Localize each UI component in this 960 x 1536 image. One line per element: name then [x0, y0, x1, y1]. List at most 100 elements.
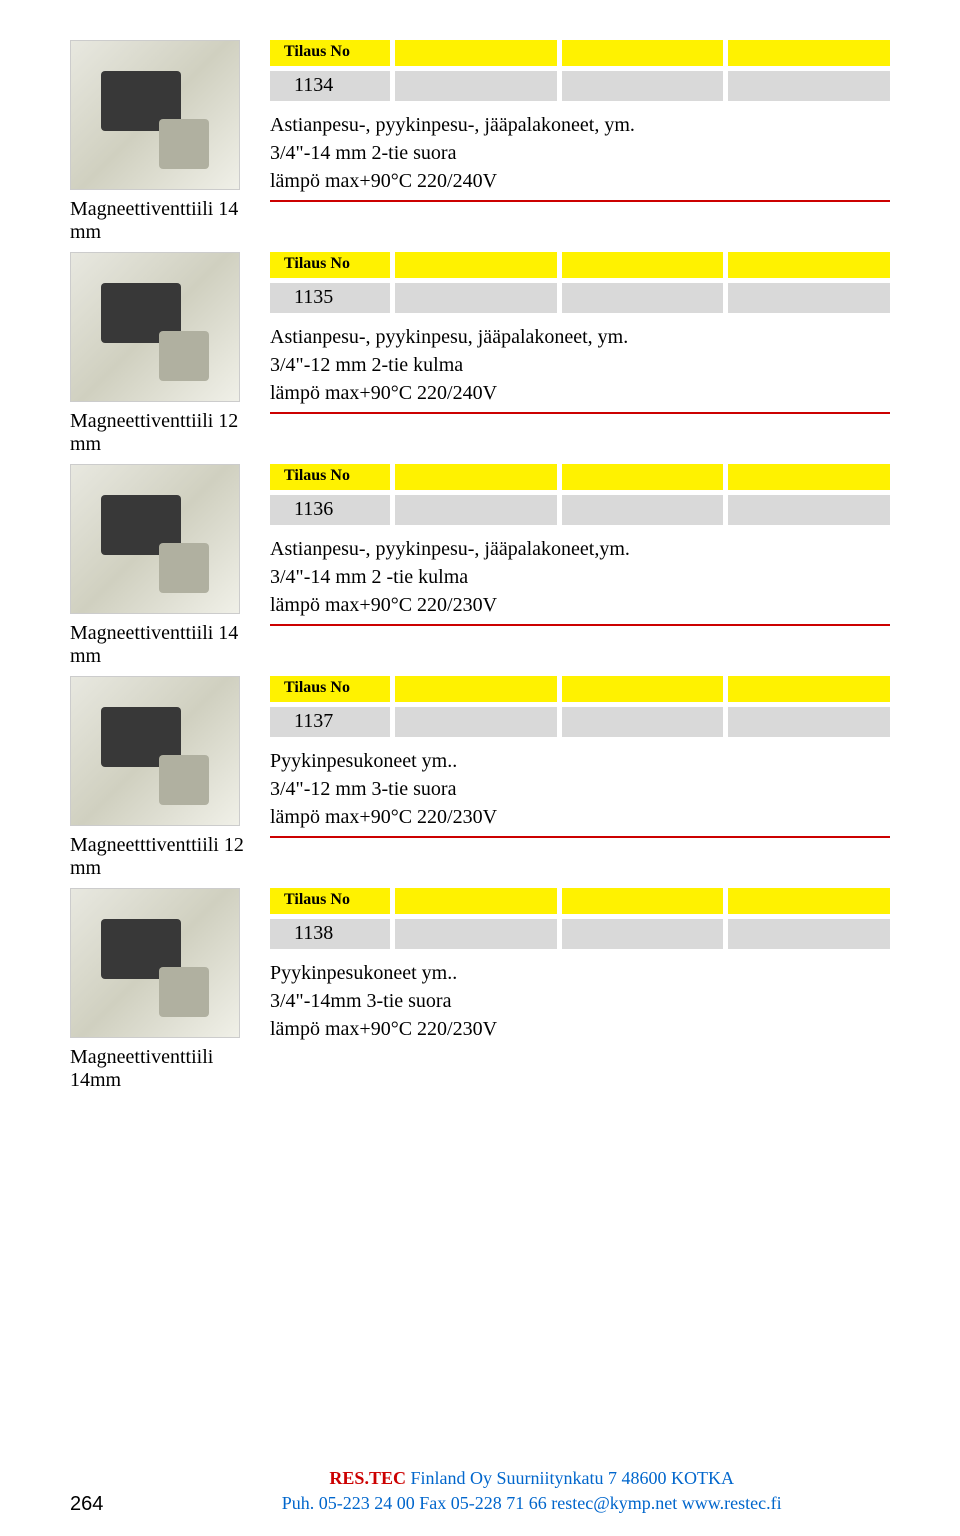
- product-image-column: Magneettiventtiili 14mm: [70, 888, 250, 1092]
- address-line1: Finland Oy Suurniitynkatu 7 48600 KOTKA: [406, 1468, 734, 1488]
- blank-cell: [728, 495, 890, 525]
- tilaus-header: Tilaus No: [270, 252, 390, 278]
- desc-line3: lämpö max+90°C 220/230V: [270, 594, 497, 616]
- blank-cell: [395, 707, 557, 737]
- divider: [270, 836, 890, 838]
- desc-line3: lämpö max+90°C 220/240V: [270, 382, 497, 404]
- tilaus-header: Tilaus No: [270, 888, 390, 914]
- blank-cell: [562, 495, 724, 525]
- blank-cell: [562, 283, 724, 313]
- divider: [270, 412, 890, 414]
- desc-line3: lämpö max+90°C 220/230V: [270, 1018, 497, 1040]
- blank-cell: [562, 40, 724, 66]
- description: Astianpesu-, pyykinpesu-, jääpalakoneet,…: [270, 111, 890, 195]
- data-row: 1137: [270, 707, 890, 737]
- blank-cell: [395, 919, 557, 949]
- blank-cell: [728, 464, 890, 490]
- desc-line1: Astianpesu-, pyykinpesu, jääpalakoneet, …: [270, 326, 628, 348]
- desc-line2: 3/4"-14mm 3-tie suora: [270, 990, 451, 1012]
- product-block: Magneettiventtiili 14mm Tilaus No 1138 P…: [70, 888, 890, 1092]
- product-image: [70, 40, 240, 190]
- data-row: 1134: [270, 71, 890, 101]
- blank-cell: [395, 40, 557, 66]
- blank-cell: [562, 464, 724, 490]
- blank-cell: [728, 71, 890, 101]
- blank-cell: [395, 495, 557, 525]
- header-row: Tilaus No: [270, 252, 890, 278]
- blank-cell: [562, 707, 724, 737]
- order-number: 1135: [270, 283, 390, 313]
- header-row: Tilaus No: [270, 464, 890, 490]
- product-block: Magneettiventtiili 14 mm Tilaus No 1136 …: [70, 464, 890, 668]
- order-number: 1134: [270, 71, 390, 101]
- divider: [270, 200, 890, 202]
- blank-cell: [728, 283, 890, 313]
- tilaus-header: Tilaus No: [270, 676, 390, 702]
- product-details: Tilaus No 1136 Astianpesu-, pyykinpesu-,…: [250, 464, 890, 668]
- blank-cell: [562, 888, 724, 914]
- desc-line2: 3/4"-12 mm 2-tie kulma: [270, 354, 463, 376]
- product-details: Tilaus No 1134 Astianpesu-, pyykinpesu-,…: [250, 40, 890, 244]
- blank-cell: [395, 676, 557, 702]
- desc-line2: 3/4"-14 mm 2-tie suora: [270, 142, 456, 164]
- desc-line1: Astianpesu-, pyykinpesu-, jääpalakoneet,…: [270, 114, 635, 136]
- product-details: Tilaus No 1137 Pyykinpesukoneet ym.. 3/4…: [250, 676, 890, 880]
- product-image: [70, 464, 240, 614]
- product-details: Tilaus No 1138 Pyykinpesukoneet ym.. 3/4…: [250, 888, 890, 1092]
- description: Pyykinpesukoneet ym.. 3/4"-14mm 3-tie su…: [270, 959, 890, 1043]
- desc-line1: Pyykinpesukoneet ym..: [270, 750, 457, 772]
- order-number: 1136: [270, 495, 390, 525]
- desc-line2: 3/4"-12 mm 3-tie suora: [270, 778, 456, 800]
- blank-cell: [562, 71, 724, 101]
- blank-cell: [395, 71, 557, 101]
- blank-cell: [562, 919, 724, 949]
- blank-cell: [562, 676, 724, 702]
- divider: [270, 624, 890, 626]
- header-row: Tilaus No: [270, 40, 890, 66]
- blank-cell: [395, 888, 557, 914]
- product-label: Magneettiventtiili 12 mm: [70, 410, 250, 456]
- product-block: Magneettiventtiili 14 mm Tilaus No 1134 …: [70, 40, 890, 244]
- product-label: Magneettiventtiili 14 mm: [70, 622, 250, 668]
- product-image: [70, 252, 240, 402]
- product-image-column: Magneettiventtiili 12 mm: [70, 252, 250, 456]
- tilaus-header: Tilaus No: [270, 464, 390, 490]
- header-row: Tilaus No: [270, 888, 890, 914]
- desc-line1: Astianpesu-, pyykinpesu-, jääpalakoneet,…: [270, 538, 630, 560]
- description: Astianpesu-, pyykinpesu-, jääpalakoneet,…: [270, 535, 890, 619]
- product-image-column: Magneettiventtiili 14 mm: [70, 40, 250, 244]
- blank-cell: [395, 283, 557, 313]
- product-label: Magneetttiventtiili 12 mm: [70, 834, 250, 880]
- data-row: 1135: [270, 283, 890, 313]
- blank-cell: [728, 252, 890, 278]
- order-number: 1138: [270, 919, 390, 949]
- address-line2: Puh. 05-223 24 00 Fax 05-228 71 66 reste…: [173, 1491, 890, 1516]
- description: Astianpesu-, pyykinpesu, jääpalakoneet, …: [270, 323, 890, 407]
- header-row: Tilaus No: [270, 676, 890, 702]
- description: Pyykinpesukoneet ym.. 3/4"-12 mm 3-tie s…: [270, 747, 890, 831]
- product-image-column: Magneettiventtiili 14 mm: [70, 464, 250, 668]
- blank-cell: [395, 464, 557, 490]
- page-number: 264: [70, 1493, 103, 1516]
- data-row: 1136: [270, 495, 890, 525]
- tilaus-header: Tilaus No: [270, 40, 390, 66]
- product-details: Tilaus No 1135 Astianpesu-, pyykinpesu, …: [250, 252, 890, 456]
- product-image: [70, 676, 240, 826]
- desc-line3: lämpö max+90°C 220/240V: [270, 170, 497, 192]
- footer-text: RES.TEC Finland Oy Suurniitynkatu 7 4860…: [173, 1466, 890, 1516]
- product-image: [70, 888, 240, 1038]
- product-block: Magneettiventtiili 12 mm Tilaus No 1135 …: [70, 252, 890, 456]
- order-number: 1137: [270, 707, 390, 737]
- product-label: Magneettiventtiili 14mm: [70, 1046, 250, 1092]
- blank-cell: [728, 40, 890, 66]
- blank-cell: [395, 252, 557, 278]
- blank-cell: [728, 888, 890, 914]
- blank-cell: [728, 707, 890, 737]
- blank-cell: [562, 252, 724, 278]
- blank-cell: [728, 676, 890, 702]
- data-row: 1138: [270, 919, 890, 949]
- footer: 264 RES.TEC Finland Oy Suurniitynkatu 7 …: [70, 1466, 890, 1516]
- desc-line1: Pyykinpesukoneet ym..: [270, 962, 457, 984]
- company-name: RES.TEC: [329, 1468, 406, 1488]
- product-image-column: Magneetttiventtiili 12 mm: [70, 676, 250, 880]
